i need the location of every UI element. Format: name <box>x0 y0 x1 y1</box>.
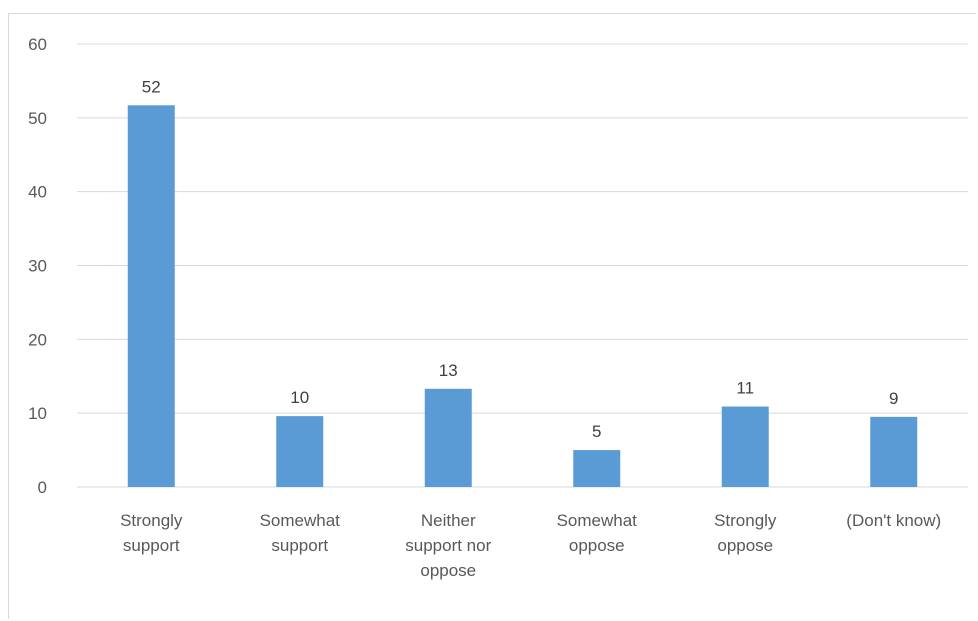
x-category-label-line: support nor <box>405 536 491 555</box>
y-tick-label: 20 <box>28 330 47 349</box>
y-tick-label: 0 <box>38 478 47 497</box>
gridlines <box>77 43 968 488</box>
x-category-label: Strongly support <box>120 511 183 555</box>
x-category-label-line: Strongly <box>714 511 777 530</box>
x-category-label-line: oppose <box>420 561 476 580</box>
x-category-label-line: Neither <box>421 511 476 530</box>
bar <box>127 105 175 487</box>
y-tick-label: 30 <box>28 257 47 276</box>
bar <box>276 416 324 487</box>
data-label: 13 <box>439 361 458 380</box>
data-label: 9 <box>889 389 898 408</box>
data-label: 5 <box>592 422 601 441</box>
x-category-label-line: (Don't know) <box>846 511 941 530</box>
x-category-label-line: Strongly <box>120 511 183 530</box>
bar <box>573 450 621 487</box>
y-tick-label: 50 <box>28 109 47 128</box>
x-category-label: Neither support nor oppose <box>405 511 491 580</box>
data-labels: 52 10 13 5 11 9 <box>142 77 899 441</box>
x-category-label: Strongly oppose <box>714 511 777 555</box>
y-tick-label: 40 <box>28 183 47 202</box>
y-tick-label: 10 <box>28 404 47 423</box>
x-category-label: Somewhat oppose <box>557 511 638 555</box>
x-category-label-line: support <box>271 536 328 555</box>
x-category-label-line: Somewhat <box>557 511 638 530</box>
x-category-label-line: support <box>123 536 180 555</box>
x-category-label-line: Somewhat <box>260 511 341 530</box>
bar <box>424 388 472 487</box>
bar <box>870 416 918 487</box>
data-label: 52 <box>142 77 161 96</box>
bar <box>721 406 769 487</box>
x-category-label-line: oppose <box>717 536 773 555</box>
bars <box>127 105 918 487</box>
x-axis-category-labels: Strongly support Somewhat support Neither sup… <box>120 511 941 580</box>
y-axis-tick-labels: 0 10 20 30 40 50 60 <box>28 35 47 497</box>
y-tick-label: 60 <box>28 35 47 54</box>
data-label: 10 <box>290 388 309 407</box>
x-category-label: Somewhat support <box>260 511 341 555</box>
x-category-label: (Don't know) <box>846 511 941 530</box>
x-category-label-line: oppose <box>569 536 625 555</box>
data-label: 11 <box>736 379 754 398</box>
